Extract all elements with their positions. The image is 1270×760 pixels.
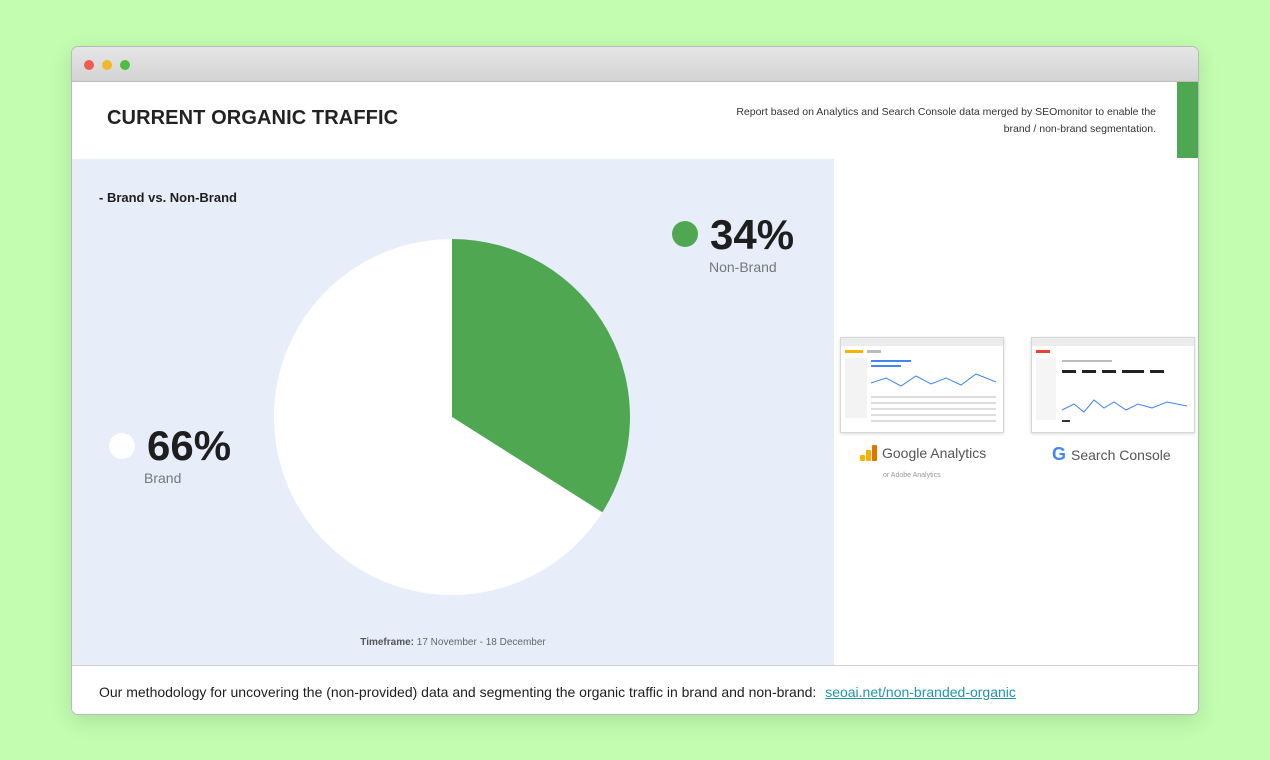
pie-chart xyxy=(273,239,630,595)
google-analytics-label-group: Google Analytics xyxy=(860,445,986,461)
report-note-line-2: brand / non-brand segmentation. xyxy=(1003,123,1156,135)
report-note: Report based on Analytics and Search Con… xyxy=(716,104,1156,138)
pie-slice-non-brand xyxy=(452,239,630,513)
methodology-sentence: Our methodology for uncovering the (non-… xyxy=(99,684,817,700)
maximize-window-button[interactable] xyxy=(120,60,130,70)
brand-legend-dot xyxy=(109,433,135,459)
close-window-button[interactable] xyxy=(84,60,94,70)
timeframe: Timeframe: 17 November - 18 December xyxy=(72,637,834,648)
chart-subtitle: - Brand vs. Non-Brand xyxy=(99,190,237,205)
google-analytics-icon xyxy=(860,445,877,461)
search-console-label: Search Console xyxy=(1071,446,1171,463)
google-g-icon: G xyxy=(1052,444,1067,464)
page-title: CURRENT ORGANIC TRAFFIC xyxy=(107,107,399,129)
footer: Our methodology for uncovering the (non-… xyxy=(72,665,1198,714)
brand-label: Brand xyxy=(144,470,182,486)
google-analytics-label: Google Analytics xyxy=(882,445,987,461)
search-console-screenshot xyxy=(1031,337,1195,433)
google-analytics-screenshot xyxy=(840,337,1004,433)
search-console-label-group: G Search Console xyxy=(1052,444,1171,465)
non-brand-legend-dot xyxy=(672,221,698,247)
chart-panel: - Brand vs. Non-Brand 34% Non-Brand 66% … xyxy=(72,159,834,665)
timeframe-label: Timeframe: xyxy=(360,637,414,648)
accent-tab xyxy=(1177,82,1198,158)
minimize-window-button[interactable] xyxy=(102,60,112,70)
methodology-text: Our methodology for uncovering the (non-… xyxy=(99,684,1016,700)
brand-percent-label: 66% xyxy=(147,422,232,469)
adobe-analytics-note: or Adobe Analytics xyxy=(883,472,941,479)
timeframe-value: 17 November - 18 December xyxy=(416,637,546,648)
non-brand-percent-label: 34% xyxy=(710,211,795,258)
report-note-line-1: Report based on Analytics and Search Con… xyxy=(736,106,1156,118)
window-titlebar xyxy=(72,47,1198,82)
non-brand-label: Non-Brand xyxy=(709,259,777,275)
browser-window: CURRENT ORGANIC TRAFFIC Report based on … xyxy=(71,46,1199,715)
pie-slice-brand xyxy=(273,239,603,595)
methodology-link[interactable]: seoai.net/non-branded-organic xyxy=(825,684,1016,700)
